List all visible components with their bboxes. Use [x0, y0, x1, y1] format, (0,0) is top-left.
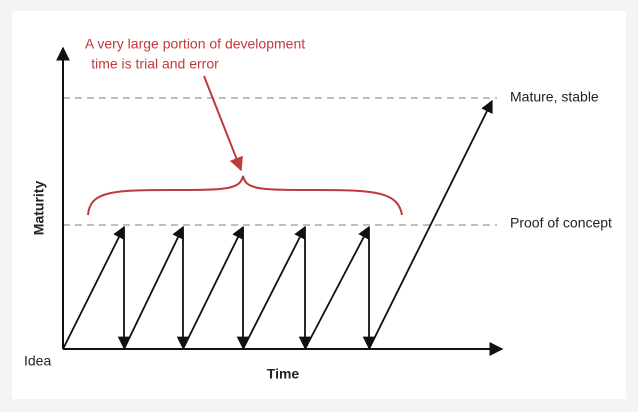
annotation-line: time is trial and error	[91, 56, 219, 72]
level-label: Mature, stable	[510, 89, 599, 105]
y-axis-label: Maturity	[31, 181, 47, 236]
x-axis-label: Time	[267, 366, 300, 382]
annotation-line: A very large portion of development	[85, 36, 305, 52]
level-label: Proof of concept	[510, 215, 612, 231]
panel	[12, 11, 626, 399]
brace	[87, 175, 403, 216]
trial-cycles	[62, 99, 493, 350]
origin-label: Idea	[24, 353, 51, 369]
annotation-arrow	[203, 75, 243, 172]
